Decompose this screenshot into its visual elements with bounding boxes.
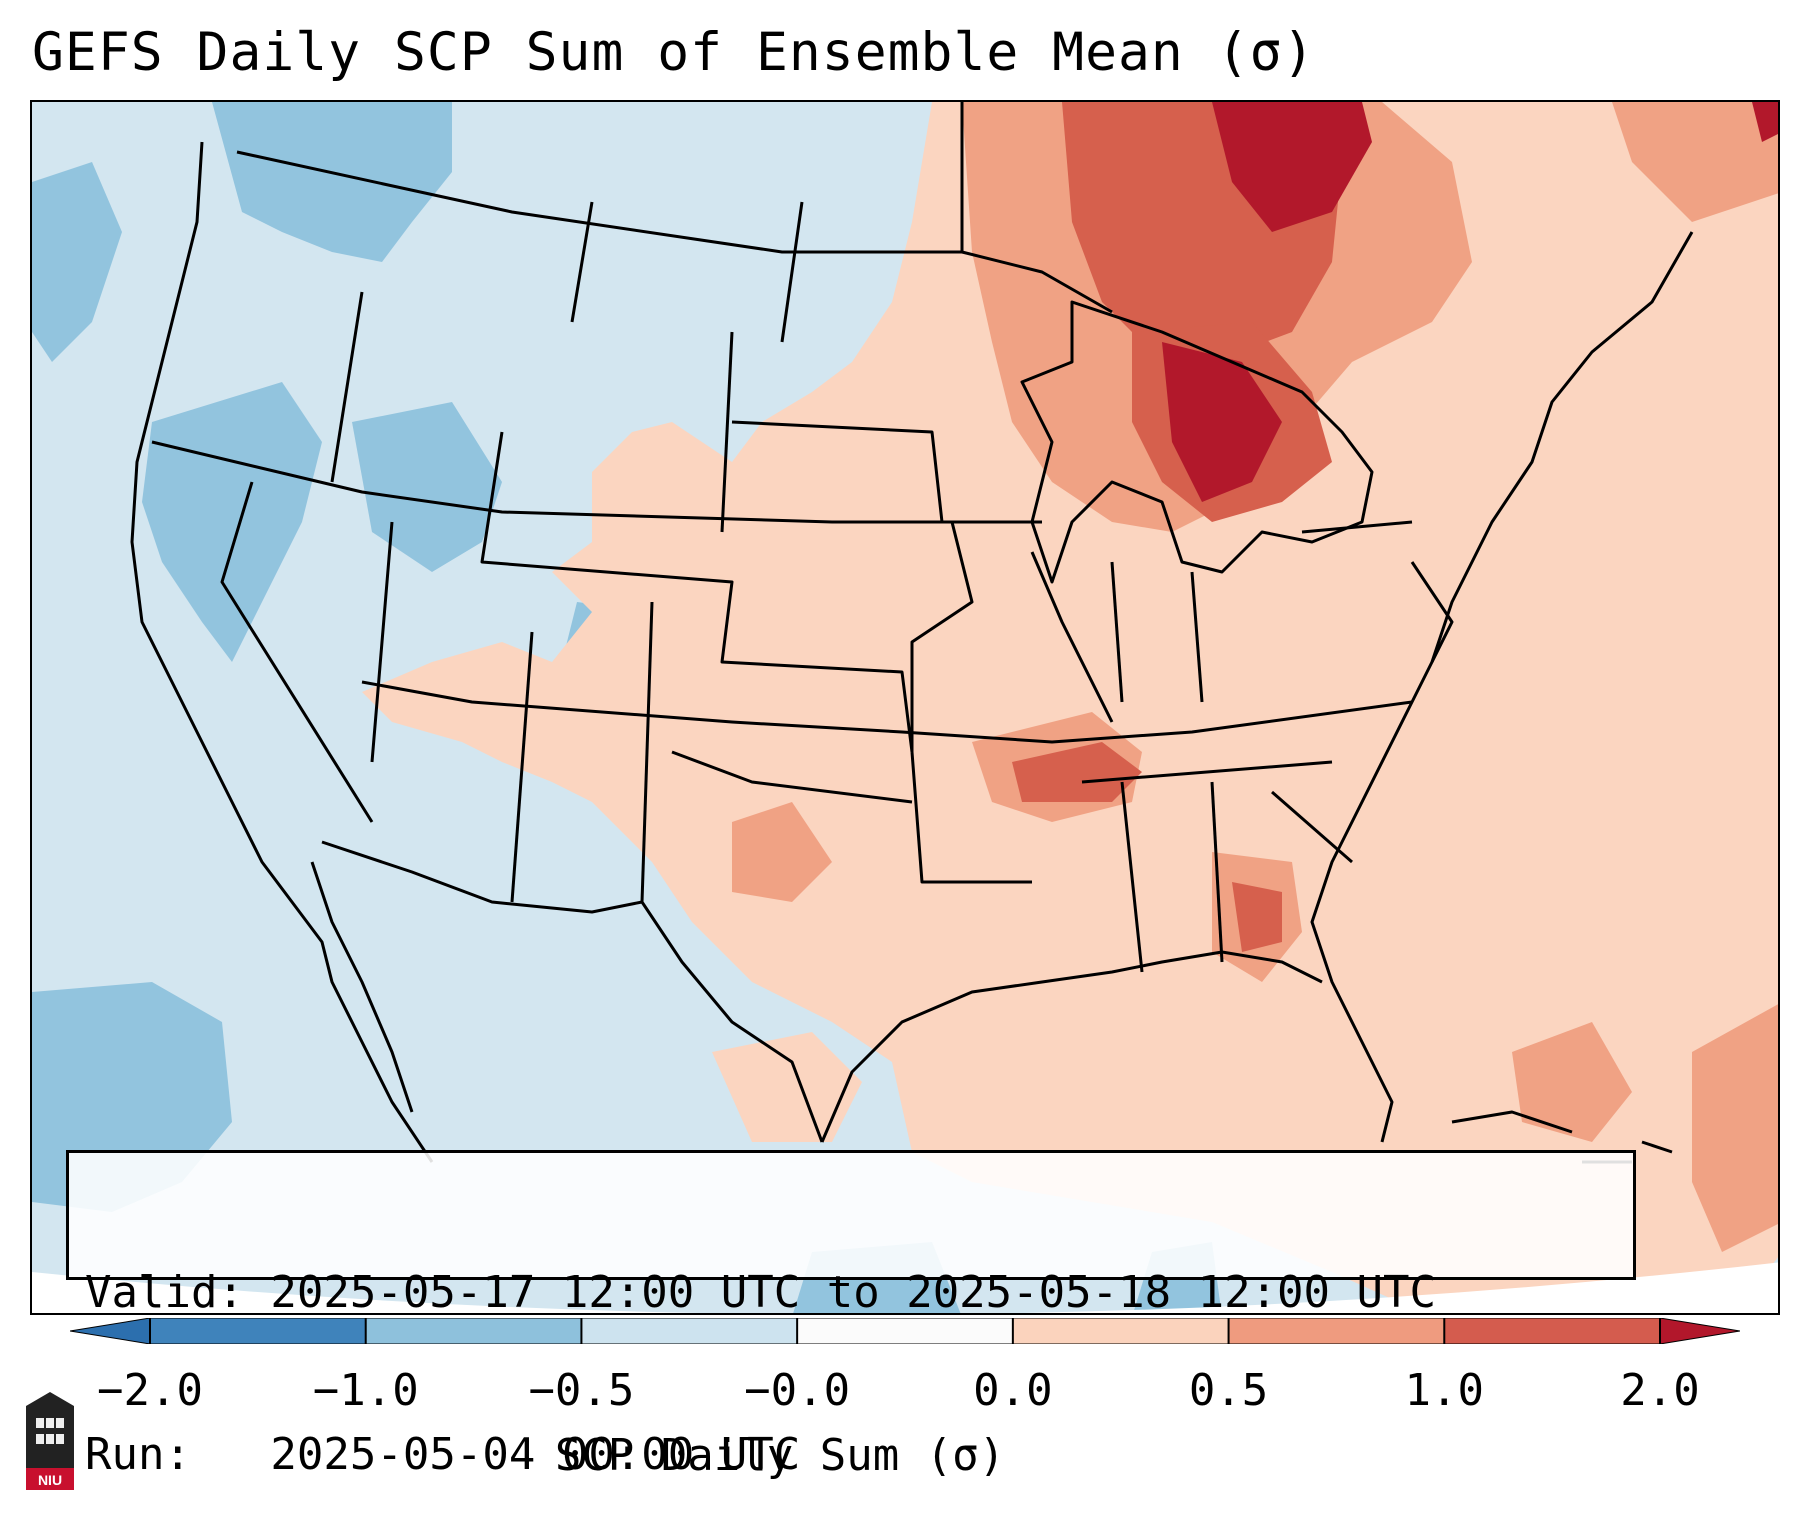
colorbar-extend-high [1659,1318,1740,1344]
colorbar-tick-label: −1.0 [312,1365,419,1416]
map-title: GEFS Daily SCP Sum of Ensemble Mean (σ) [32,22,1316,83]
valid-time-text: Valid: 2025-05-17 12:00 UTC to 2025-05-1… [85,1267,1437,1318]
colorbar-tick-label: −2.0 [97,1365,203,1416]
colorbar-ticks [149,1318,1661,1344]
colorbar-label: SCP Daily Sum (σ) [554,1430,1006,1481]
colorbar-segment [150,1318,367,1344]
run-time-text: Run: 2025-05-04 00:00 UTC [85,1429,801,1480]
validity-info-box: Valid: 2025-05-17 12:00 UTC to 2025-05-1… [66,1150,1636,1480]
colorbar-segment [1444,1318,1661,1344]
colorbar-segment [1228,1318,1445,1344]
map-panel [30,100,1780,1315]
colorbar-segment [797,1318,1014,1344]
colorbar-segment [1012,1318,1230,1344]
logo-text: NIU [38,1472,62,1488]
colorbar-tick-label: 0.5 [1188,1365,1269,1416]
weak-positive-anomaly-areas [362,102,1778,1313]
colorbar-tick-label: 1.0 [1404,1365,1485,1416]
colorbar-segments [149,1318,1661,1344]
colorbar-tick-label: −0.0 [744,1365,851,1416]
colorbar-tick-label: 0.0 [973,1365,1053,1416]
colorbar-tick-label: −0.5 [528,1365,635,1416]
colorbar-extend-low [70,1318,151,1344]
scp-map [32,102,1778,1313]
colorbar-segment [365,1318,582,1344]
university-seal-icon: NIU [26,1392,74,1490]
extreme-positive-anomaly-areas [1162,102,1778,502]
colorbar-segment [581,1318,798,1344]
projection-edge [32,1262,1778,1313]
colorbar-tick-label: 2.0 [1620,1365,1700,1416]
colorbar [70,1318,1740,1344]
